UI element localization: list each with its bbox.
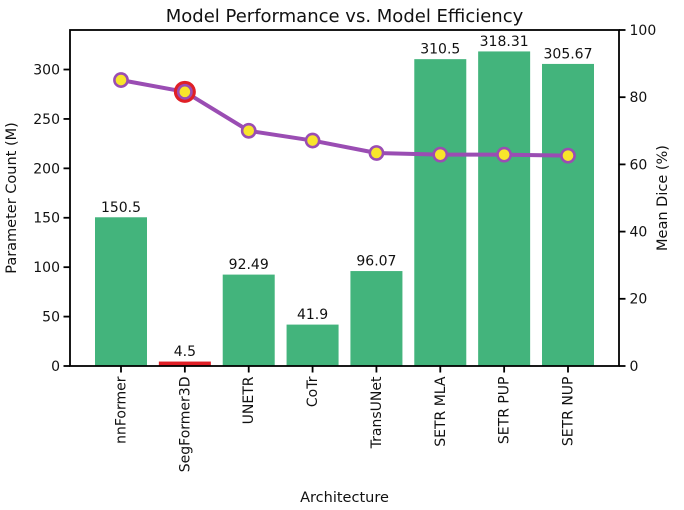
chart-title: Model Performance vs. Model Efficiency	[166, 6, 524, 27]
y-left-tick-label: 300	[33, 62, 60, 78]
y-left-tick-label: 50	[42, 309, 60, 325]
bar	[414, 59, 467, 366]
bar-value-label: 150.5	[101, 200, 141, 216]
y-right-tick-label: 20	[630, 292, 648, 308]
x-tick-label: nnFormer	[113, 376, 129, 444]
dice-marker	[368, 145, 385, 161]
x-tick-label: SETR NUP	[560, 377, 576, 447]
dice-marker-highlighted	[176, 83, 193, 100]
bar-value-label: 92.49	[229, 257, 269, 273]
x-tick-label: TransUNet	[369, 376, 385, 449]
dice-marker	[496, 146, 513, 163]
bar	[350, 271, 403, 366]
y-left-tick-label: 100	[33, 260, 60, 276]
dice-marker	[240, 122, 257, 139]
x-tick-label: SETR MLA	[433, 376, 449, 447]
y-right-tick-label: 40	[630, 225, 648, 241]
plot-frame	[69, 29, 620, 367]
y-axis-label-left: Parameter Count (M)	[4, 122, 20, 274]
y-left-tick-label: 150	[33, 211, 60, 227]
dice-marker	[560, 147, 576, 164]
bar-highlighted	[158, 361, 211, 366]
bar	[95, 217, 147, 366]
x-tick-label: SETR PUP	[497, 377, 513, 445]
y-left-tick-label: 0	[51, 359, 60, 375]
y-right-tick-label: 100	[630, 23, 657, 39]
bar	[478, 51, 531, 367]
x-tick-label: SegFormer3D	[177, 377, 193, 473]
bar	[222, 274, 275, 366]
bar-value-label: 305.67	[544, 46, 593, 62]
y-left-tick-label: 250	[33, 112, 60, 128]
bar-value-label: 4.5	[174, 344, 196, 360]
x-tick-label: UNETR	[241, 376, 257, 424]
y-left-tick-label: 200	[33, 161, 60, 177]
bar	[286, 324, 339, 366]
bar-value-label: 310.5	[420, 42, 460, 58]
dice-marker	[432, 146, 449, 163]
bar-value-label: 41.9	[297, 307, 328, 323]
dice-line	[119, 78, 570, 158]
y-axis-label-right: Mean Dice (%)	[655, 145, 671, 251]
y-right-tick-label: 80	[630, 90, 648, 106]
dice-marker	[113, 72, 129, 88]
y-right-tick-label: 0	[630, 359, 639, 375]
dice-marker	[304, 132, 321, 149]
bar	[542, 63, 594, 366]
bar-value-label: 318.31	[480, 34, 529, 50]
x-tick-label: CoTr	[305, 376, 321, 407]
y-right-tick-label: 60	[630, 157, 648, 173]
plot-area: 150.5 4.5 92.49 41.9 96.07 310.5 318.31 305.67 0…	[33, 23, 656, 472]
x-axis-label: Architecture	[300, 490, 389, 506]
bar-value-label: 96.07	[356, 254, 396, 270]
